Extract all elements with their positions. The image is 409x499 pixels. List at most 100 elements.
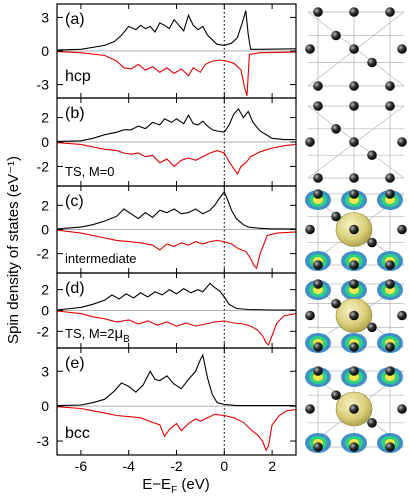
panel-label: hcp [65, 68, 91, 85]
atom [349, 137, 359, 147]
atom [313, 81, 323, 91]
y-tick-label: 0 [41, 398, 49, 414]
atom [385, 342, 395, 352]
y-axis-label: Spin density of states (eV⁻¹) [5, 156, 22, 344]
atom [331, 211, 341, 222]
y-tick-label: 2 [41, 282, 49, 298]
atom [349, 310, 359, 321]
y-tick-label: 0 [41, 43, 49, 59]
atom [385, 101, 395, 111]
spin-up-line [57, 108, 296, 142]
y-tick-label: 0 [41, 303, 49, 319]
spin-down-line [57, 310, 296, 346]
atom [367, 237, 377, 248]
atom [385, 189, 395, 199]
atom [385, 442, 395, 452]
atom [349, 81, 359, 91]
structure-bcc [305, 366, 407, 453]
atom [349, 442, 359, 452]
atom [385, 279, 395, 289]
spin-up-line [57, 10, 296, 51]
atom [313, 260, 323, 270]
atom [349, 7, 359, 17]
y-tick-label: -2 [37, 158, 50, 174]
atom [313, 442, 323, 452]
structure-intermediate [305, 189, 407, 271]
atom [349, 279, 359, 289]
panel-tag: (e) [65, 355, 85, 372]
spin-up-line [57, 353, 296, 407]
x-tick-label: 0 [220, 458, 228, 474]
spin-up-line [57, 190, 296, 230]
panel-label: TS, M=2μB [65, 325, 130, 345]
atom [313, 366, 323, 376]
y-tick-label: 2 [41, 197, 49, 213]
spin-down-line [57, 51, 296, 96]
atom [385, 81, 395, 91]
atom [313, 173, 323, 183]
panel-tag: (b) [65, 105, 85, 122]
panel-label: bcc [65, 425, 90, 442]
atom [349, 173, 359, 183]
atom [313, 279, 323, 289]
panel-label: intermediate [65, 251, 137, 266]
y-tick-label: 3 [41, 363, 49, 379]
atom [397, 224, 407, 235]
atom [331, 390, 341, 401]
y-tick-label: -3 [37, 433, 50, 449]
y-tick-label: 0 [41, 222, 49, 238]
atom [349, 189, 359, 199]
panel-tag: (c) [65, 193, 84, 210]
atom [385, 7, 395, 17]
atom [385, 366, 395, 376]
spin-up-line [57, 282, 296, 311]
y-tick-label: -3 [37, 77, 50, 93]
atom [367, 418, 377, 428]
x-tick-label: -2 [170, 458, 183, 474]
atom [305, 224, 315, 235]
x-tick-label: 2 [268, 458, 276, 474]
atom [349, 404, 359, 414]
structure-ts-m0 [305, 101, 407, 183]
structure-hcp [305, 7, 407, 91]
dos-panel: 2 0 -2 (d) TS, M=2μB [37, 272, 297, 349]
atom [305, 404, 315, 414]
atom [313, 101, 323, 111]
x-tick-label: -4 [122, 458, 135, 474]
y-tick-label: 2 [41, 110, 49, 126]
panel-tag: (d) [65, 280, 85, 297]
atom [313, 342, 323, 352]
atom [331, 30, 341, 41]
structures [305, 7, 407, 453]
atom [397, 137, 407, 147]
x-axis-label: E−EF (eV) [142, 476, 209, 496]
atom [305, 137, 315, 147]
atom [313, 189, 323, 199]
atom [349, 101, 359, 111]
x-axis: -6 -4 -2 0 2 [75, 458, 277, 474]
atom [349, 342, 359, 352]
atom [397, 44, 407, 54]
y-tick-label: -2 [37, 246, 50, 262]
dos-panel: 2 0 -2 (b) TS, M=0 [37, 97, 297, 187]
atom [349, 224, 359, 235]
structure-ts-m2 [305, 279, 407, 353]
y-tick-label: 3 [41, 9, 49, 25]
y-tick-label: 0 [41, 134, 49, 150]
atom [367, 322, 377, 333]
atom [313, 7, 323, 17]
atom [305, 310, 315, 321]
atom [349, 260, 359, 270]
panel-tag: (a) [65, 11, 85, 28]
y-tick-label: -2 [37, 323, 50, 339]
atom [349, 44, 359, 54]
atom [305, 44, 315, 54]
atom [331, 298, 341, 309]
atom [349, 366, 359, 376]
spin-down-line [57, 406, 296, 452]
atom [385, 260, 395, 270]
atom [397, 310, 407, 321]
atom [397, 404, 407, 414]
dos-panels: 3 0 -3 (a) hcp 2 0 -2 (b) TS, M=0 2 0 -2 (c) intermedi… [37, 3, 297, 456]
